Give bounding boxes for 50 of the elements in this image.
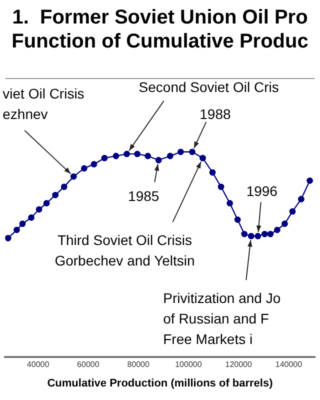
x-tick-label: 140000	[275, 360, 303, 370]
point	[134, 150, 141, 158]
point	[209, 169, 216, 176]
chart-title: 1. Former Soviet Union Oil Pro Function of Cumulative Produc	[12, 6, 308, 53]
x-axis-title: Cumulative Production (millions of barrels)	[47, 377, 274, 390]
point	[241, 230, 248, 238]
x-tick-label: 60000	[77, 360, 100, 370]
point	[189, 148, 196, 156]
point	[101, 154, 108, 162]
point	[36, 206, 42, 213]
point	[274, 226, 280, 234]
point	[166, 152, 174, 160]
point	[267, 230, 274, 238]
point	[52, 192, 59, 198]
point	[5, 234, 12, 242]
point	[200, 154, 206, 162]
point	[70, 173, 77, 180]
annotation: 1996	[246, 183, 278, 200]
point	[155, 156, 162, 164]
point	[80, 165, 88, 172]
annotation: viet Oil Crisis ezhnev	[2, 86, 84, 122]
point	[177, 148, 184, 156]
point	[19, 220, 26, 227]
point	[144, 152, 152, 160]
annotation: Second Soviet Oil Cris	[138, 78, 279, 95]
point	[14, 226, 20, 234]
point	[298, 196, 304, 202]
point	[28, 214, 34, 221]
annotation: Privitization and Jo of Russian and F Free Markets i	[163, 290, 281, 348]
annotation: 1985	[128, 188, 160, 204]
point	[306, 177, 313, 184]
point	[226, 200, 234, 206]
x-tick-label: 80000	[127, 360, 150, 370]
point	[124, 150, 130, 158]
point	[254, 232, 262, 240]
point	[112, 152, 120, 160]
point	[261, 230, 268, 238]
point	[234, 216, 241, 223]
point	[218, 184, 224, 190]
point	[282, 220, 288, 227]
point	[43, 200, 50, 206]
x-tick-label: 100000	[175, 360, 202, 370]
annotation: 1988	[200, 106, 231, 122]
x-tick-label: 120000	[225, 360, 252, 370]
point	[289, 208, 296, 215]
point	[248, 232, 254, 240]
point	[60, 184, 68, 190]
annotation: Third Soviet Oil Crisis Gorbechev and Yeltsin	[54, 232, 195, 269]
point	[90, 161, 98, 168]
x-tick-label: 40000	[26, 360, 50, 370]
